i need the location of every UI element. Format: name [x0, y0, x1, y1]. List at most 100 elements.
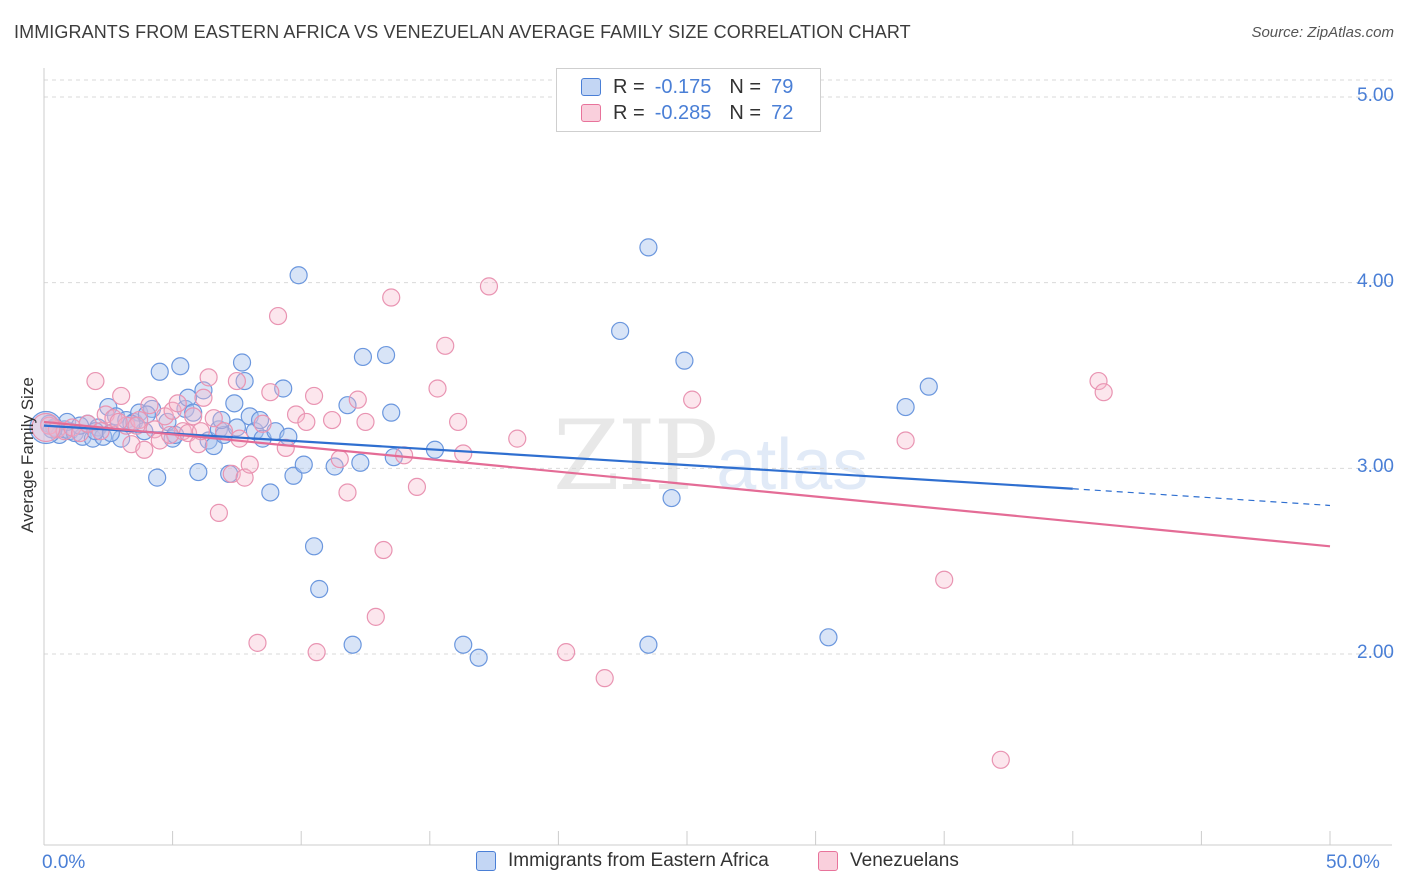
point-venezuelans	[91, 422, 110, 441]
legend-swatch-pink	[818, 851, 838, 871]
point-venezuelans	[374, 540, 393, 560]
point-venezuelans	[338, 483, 357, 502]
r-value: -0.285	[654, 101, 712, 124]
point-venezuelans	[935, 570, 954, 589]
y-axis-label: Average Family Size	[18, 377, 37, 533]
point-eastern-africa	[310, 579, 329, 599]
chart-title: IMMIGRANTS FROM EASTERN AFRICA VS VENEZU…	[14, 22, 911, 42]
point-venezuelans	[330, 449, 349, 469]
point-eastern-africa	[351, 453, 370, 472]
point-venezuelans	[479, 277, 499, 296]
watermark-atlas: atlas	[716, 425, 869, 505]
point-venezuelans	[436, 336, 455, 355]
axes	[43, 68, 1392, 846]
stats-legend: R = -0.175 N = 79 R = -0.285 N = 72	[556, 68, 821, 132]
stats-legend-row-eastern-africa: R = -0.175 N = 79	[581, 74, 793, 100]
point-venezuelans	[140, 396, 159, 415]
point-venezuelans	[991, 750, 1010, 769]
point-venezuelans	[382, 288, 401, 307]
point-eastern-africa	[284, 466, 303, 485]
point-eastern-africa	[469, 648, 488, 667]
point-eastern-africa	[675, 351, 694, 370]
point-eastern-africa	[189, 462, 208, 482]
point-venezuelans	[253, 414, 272, 433]
point-eastern-africa	[919, 377, 938, 396]
n-label: N =	[729, 75, 762, 98]
point-venezuelans	[227, 371, 246, 391]
point-eastern-africa	[639, 635, 658, 654]
series-eastern-africa-points	[29, 238, 938, 667]
watermark-zip: ZIP	[553, 400, 718, 512]
point-venezuelans	[356, 412, 375, 432]
x-tick-label-min: 0.0%	[42, 852, 86, 873]
trend-line-venezuelans	[43, 420, 1331, 548]
source-label: Source: ZipAtlas.com	[1251, 24, 1394, 41]
y-tick-label: 2.00	[1357, 642, 1394, 663]
point-eastern-africa	[819, 628, 838, 647]
point-eastern-africa	[454, 635, 473, 654]
point-venezuelans	[276, 438, 295, 458]
point-venezuelans	[896, 431, 915, 450]
legend-label: Venezuelans	[850, 850, 959, 871]
point-venezuelans	[194, 388, 213, 407]
point-venezuelans	[508, 429, 527, 448]
point-venezuelans	[454, 444, 473, 463]
point-eastern-africa	[376, 345, 396, 365]
legend-item-eastern-africa: Immigrants from Eastern Africa	[476, 850, 769, 872]
r-label: R =	[613, 75, 645, 98]
series-venezuelans-points	[31, 277, 1113, 769]
point-venezuelans	[199, 368, 218, 387]
r-label: R =	[613, 101, 645, 124]
n-value: 79	[771, 75, 794, 98]
point-venezuelans	[135, 440, 154, 459]
point-venezuelans	[1089, 371, 1108, 391]
series-legend: Immigrants from Eastern Africa Venezuela…	[0, 850, 1406, 878]
x-tick-label-max: 50.0%	[1326, 852, 1380, 873]
point-eastern-africa	[611, 321, 630, 341]
point-eastern-africa	[353, 347, 373, 367]
r-value: -0.175	[654, 75, 712, 98]
point-venezuelans	[86, 371, 105, 391]
point-eastern-africa	[289, 266, 308, 285]
point-venezuelans	[557, 643, 576, 662]
point-venezuelans	[448, 412, 468, 432]
point-venezuelans	[209, 503, 228, 522]
point-eastern-africa	[171, 357, 190, 376]
point-venezuelans	[297, 412, 316, 432]
point-eastern-africa	[261, 483, 280, 502]
point-venezuelans	[366, 607, 385, 626]
trend-lines	[43, 420, 1331, 548]
point-venezuelans	[683, 390, 702, 409]
point-venezuelans	[304, 386, 324, 406]
point-eastern-africa	[225, 394, 244, 413]
y-tick-label: 3.00	[1357, 456, 1394, 478]
y-tick-label: 4.00	[1357, 270, 1394, 292]
point-venezuelans	[1094, 383, 1113, 402]
legend-item-venezuelans: Venezuelans	[818, 850, 959, 872]
point-eastern-africa	[304, 537, 324, 556]
point-venezuelans	[184, 407, 203, 426]
trend-line-eastern-africa-extension	[1072, 488, 1331, 507]
trend-line-eastern-africa	[43, 424, 1073, 490]
watermark: ZIPatlas	[553, 400, 868, 512]
n-label: N =	[729, 101, 762, 124]
point-eastern-africa	[662, 488, 681, 508]
point-venezuelans	[428, 379, 447, 398]
point-venezuelans	[286, 405, 306, 424]
point-venezuelans	[307, 643, 326, 662]
point-venezuelans	[240, 455, 259, 474]
point-venezuelans	[261, 383, 280, 402]
point-eastern-africa	[896, 397, 915, 417]
point-venezuelans	[204, 409, 223, 428]
point-eastern-africa	[232, 353, 252, 372]
point-venezuelans	[348, 390, 367, 409]
point-eastern-africa	[338, 396, 357, 415]
point-venezuelans	[248, 633, 267, 652]
point-eastern-africa	[382, 403, 401, 422]
point-eastern-africa	[343, 635, 362, 654]
point-venezuelans	[112, 386, 131, 406]
point-eastern-africa	[150, 362, 169, 381]
point-venezuelans	[322, 410, 342, 430]
point-venezuelans	[595, 669, 614, 688]
